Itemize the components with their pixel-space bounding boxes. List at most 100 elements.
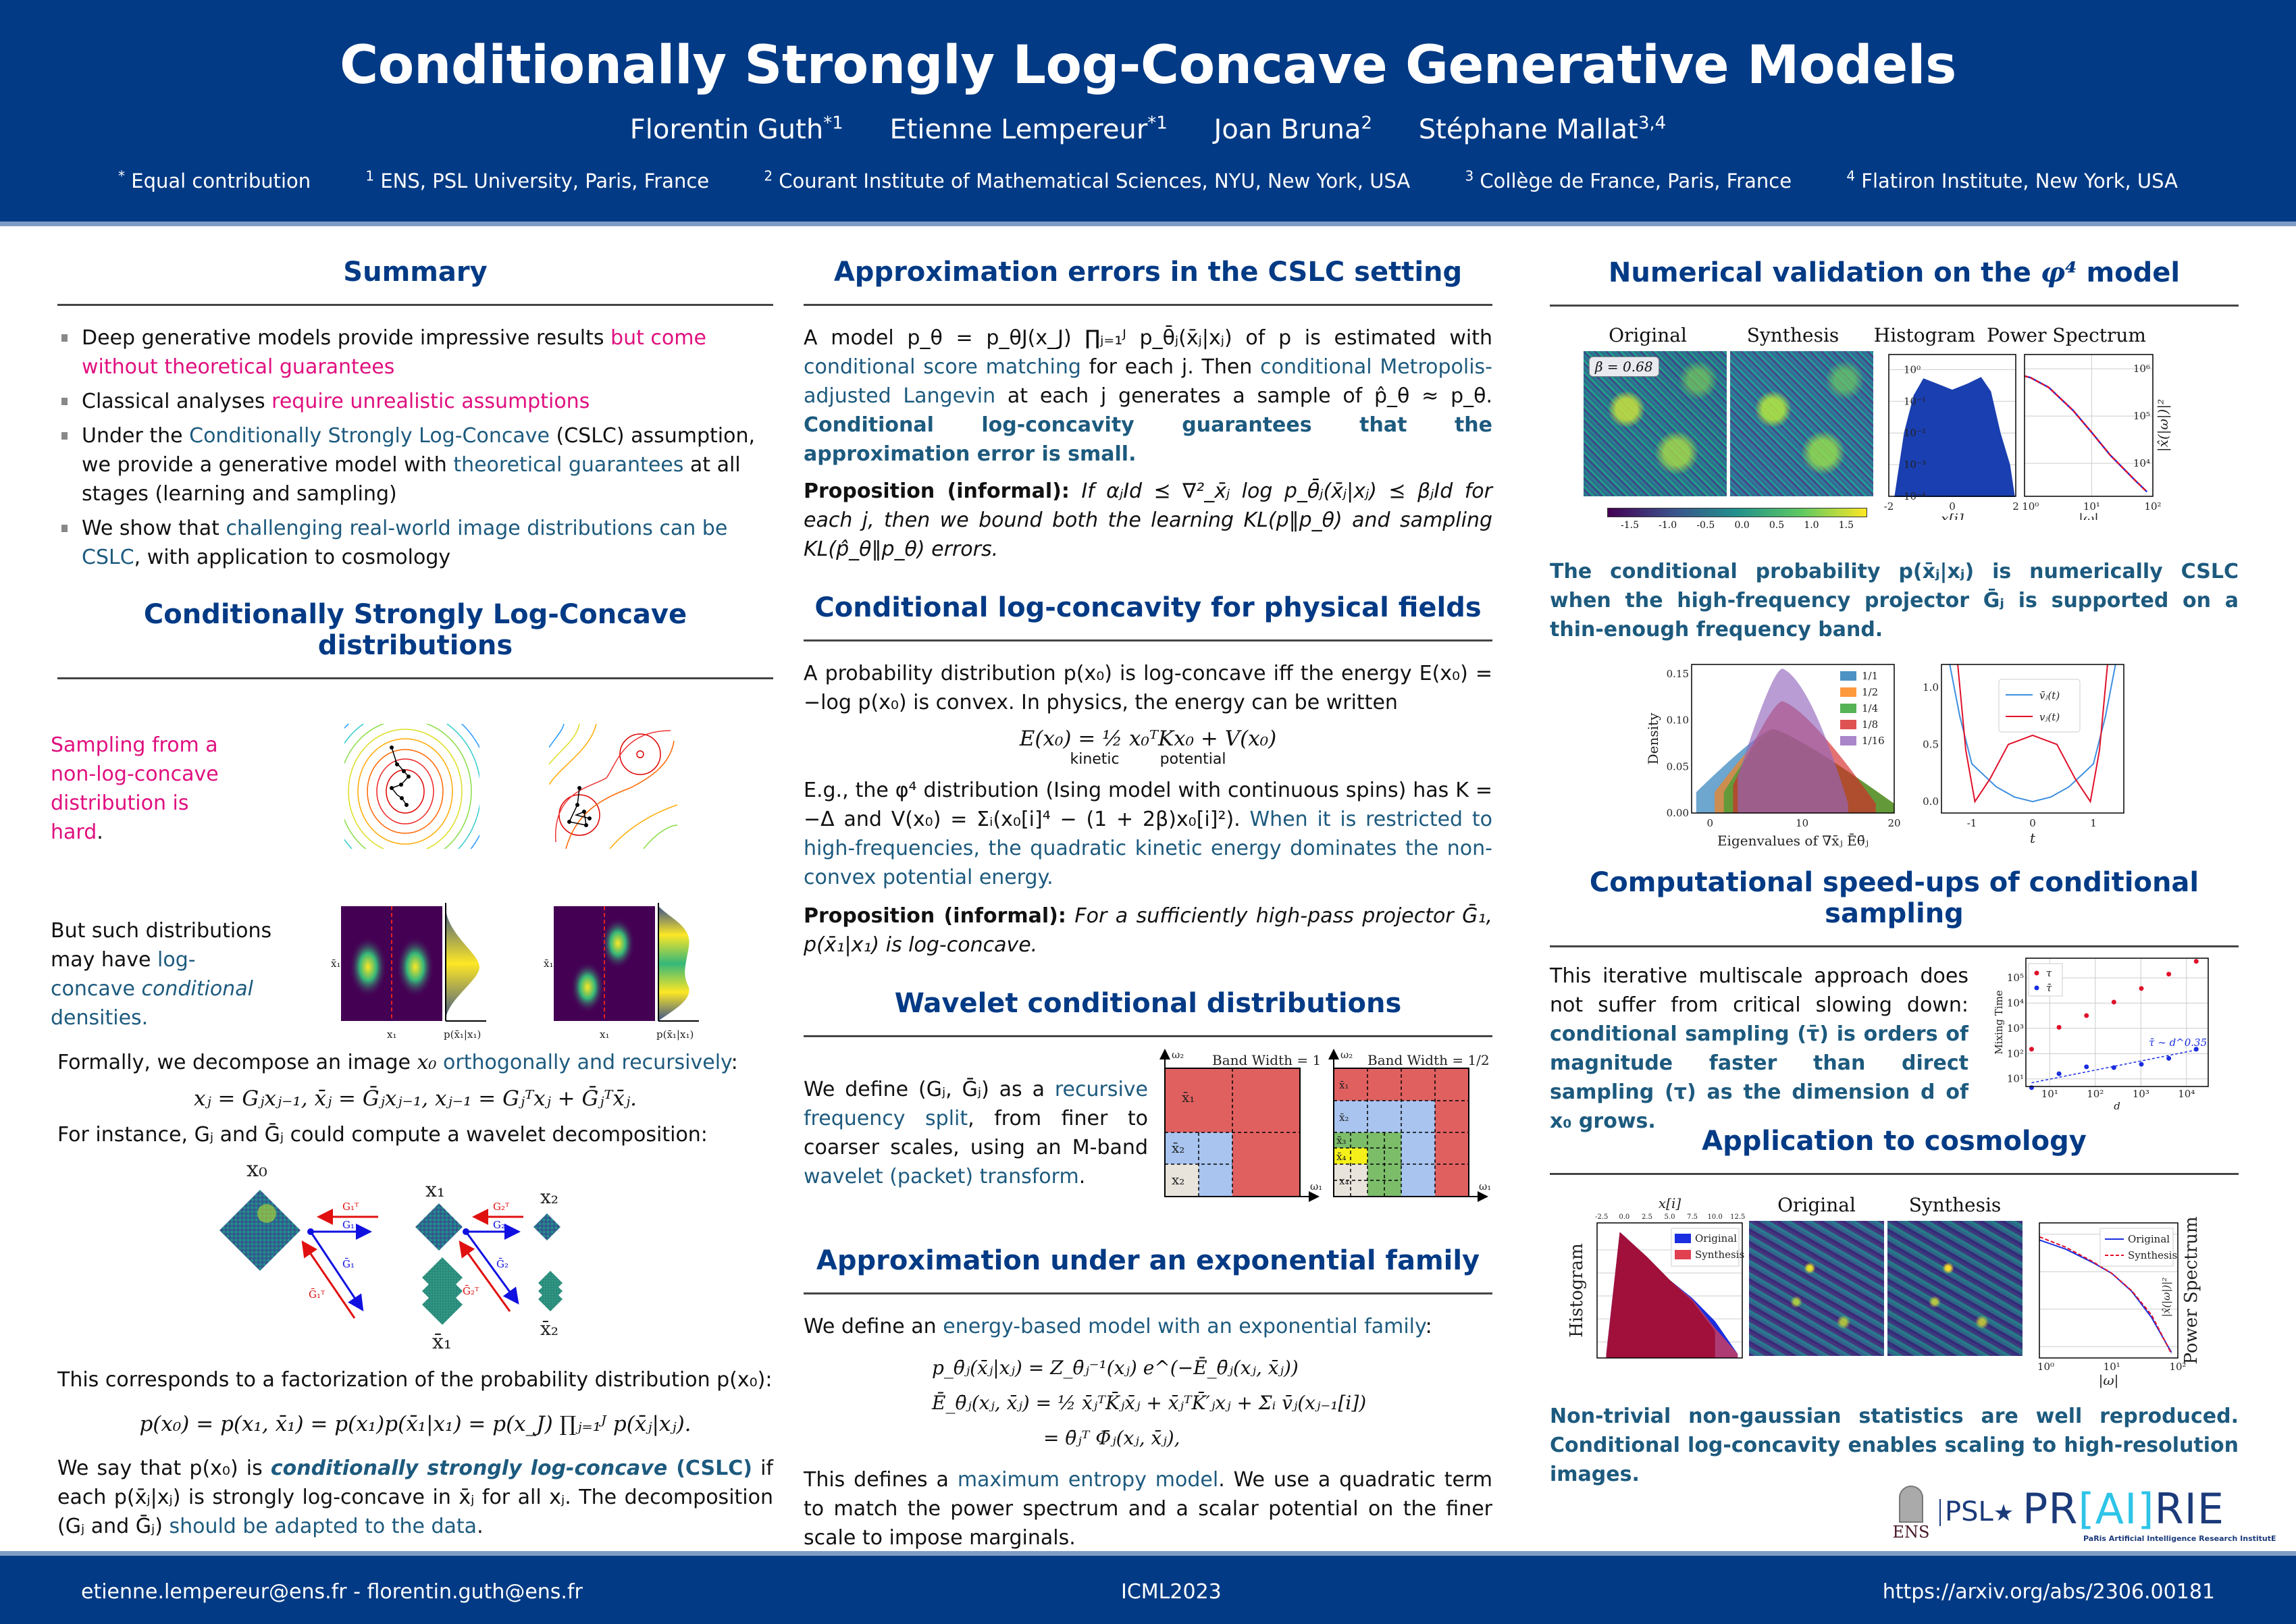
section-title-physical-fields: Conditional log-concavity for physical f… <box>814 592 1482 623</box>
contact-emails[interactable]: etienne.lempereur@ens.fr - florentin.gut… <box>81 1580 583 1604</box>
histogram-series-original <box>1894 377 2015 497</box>
label-G1: G₁ <box>342 1219 355 1231</box>
band-label: x̄₂ <box>1339 1111 1349 1124</box>
numerical-conclusion: The conditional probability p(x̄ⱼ|xⱼ) is… <box>1550 560 2239 641</box>
legend-label: Synthesis <box>1695 1249 1744 1261</box>
panel-title: Original <box>1609 324 1687 346</box>
axis-label-x: x₁ <box>600 1028 609 1041</box>
highlight-blue: recursive frequency split <box>804 1078 1148 1130</box>
legend-swatch <box>1840 687 1856 697</box>
fit-annotation: τ̄ ∼ d^0.35 <box>2149 1037 2207 1049</box>
arxiv-link[interactable]: https://arxiv.org/abs/2306.00181 <box>1882 1580 2215 1604</box>
proposition-text: If αⱼId ⪯ ∇²_x̄ⱼ log p_θ̄ⱼ(x̄ⱼ|xⱼ) ⪯ βⱼI… <box>804 479 1492 561</box>
legend-label: vⱼ(t) <box>2039 711 2060 723</box>
approx-proposition: Proposition (informal): If αⱼId ⪯ ∇²_x̄ⱼ… <box>804 477 1492 564</box>
density-series-1-16 <box>1738 669 1848 813</box>
wavelet-paragraph: We define (Gⱼ, Ḡⱼ) as a recursive freque… <box>804 1075 1148 1191</box>
legend-label: v̄ⱼ(t) <box>2039 689 2060 702</box>
label-Gbar1T: Ḡ₁ᵀ <box>309 1288 325 1301</box>
y-tick-label: 10⁰ <box>1904 363 1921 375</box>
section-title-wavelet: Wavelet conditional distributions <box>894 988 1402 1019</box>
y-tick-label: 1.0 <box>1923 681 1939 693</box>
legend-swatch <box>1840 736 1856 745</box>
text: . <box>97 820 103 844</box>
author: Etienne Lempereur*1 <box>889 113 1167 146</box>
proposition-label: Proposition (informal): <box>804 479 1070 503</box>
affiliation-text: Equal contribution <box>131 169 311 192</box>
y-tick-label: 0.10 <box>1667 714 1689 727</box>
cosmology-conclusion: Non-trivial non-gaussian statistics are … <box>1550 1405 2239 1486</box>
prairie-logo: PR[AI]RIE <box>2023 1484 2224 1534</box>
section-title-speedups: Computational speed-ups of conditional s… <box>1589 867 2199 929</box>
text: for each j. Then <box>1080 355 1261 379</box>
data-point-tau-bar <box>2166 1055 2172 1061</box>
x-tick-label: 10² <box>2169 1361 2186 1373</box>
x-tick-label: 0 <box>1706 817 1713 829</box>
speedup-area: This iterative multiscale approach does … <box>1550 958 2239 1133</box>
equation-decomposition: xⱼ = Gⱼxⱼ₋₁, x̄ⱼ = Ḡⱼxⱼ₋₁, xⱼ₋₁ = Gⱼᵀxⱼ … <box>194 1086 637 1111</box>
data-point-tau <box>2166 972 2172 977</box>
axis-label-y: x̄₁ <box>544 958 553 970</box>
text: [AI] <box>2078 1484 2155 1534</box>
text: We define (Gⱼ, Ḡⱼ) as a <box>804 1078 1055 1101</box>
data-point-tau-bar <box>2139 1062 2144 1067</box>
legend-swatch <box>1840 704 1856 713</box>
panel-title: Histogram <box>1873 324 1976 346</box>
plot-frame <box>2025 958 2209 1087</box>
highlight-blue: maximum entropy model <box>957 1468 1219 1492</box>
label-x1: x₁ <box>425 1178 445 1202</box>
text: Classical analyses <box>82 390 272 413</box>
image-xbar1 <box>422 1284 463 1325</box>
diagram-title: Band Width = 1 <box>1212 1052 1321 1068</box>
band-label: x̄₄ <box>1336 1151 1346 1163</box>
highlight-blue: log-concave <box>51 948 196 1001</box>
cslc-figure-area: Sampling from a non-log-concave distribu… <box>51 697 773 1048</box>
x-tick-label: 10² <box>2144 500 2161 513</box>
highlight-blue: energy-based model with an exponential f… <box>943 1315 1426 1338</box>
highlight-blue: challenging real-world image distributio… <box>82 517 728 569</box>
x-axis-label: t <box>2030 830 2036 846</box>
contour-plot-bimodal <box>549 724 677 849</box>
physical-paragraph-2: E.g., the φ⁴ distribution (Ising model w… <box>804 776 1492 892</box>
text: . <box>1078 1165 1086 1188</box>
x-tick-label: 1 <box>2090 817 2097 829</box>
physical-proposition: Proposition (informal): For a sufficient… <box>804 901 1492 960</box>
y-tick-label: 0.05 <box>1667 760 1689 772</box>
x-tick-label: 10.0 <box>1708 1213 1723 1221</box>
mixing-time-chart: τ̄ ∼ d^0.35 10¹ 10² 10³ 10⁴ 10⁵ 10¹ 10² 10³ 10⁴ d M… <box>1993 958 2209 1112</box>
colorbar <box>1607 508 1867 517</box>
text: : <box>731 1051 738 1074</box>
author-sup: 2 <box>1361 113 1373 134</box>
potential-series <box>1949 664 2116 803</box>
y-axis-label: |x̂(|ω|)|² <box>2155 399 2172 452</box>
cslc-definition-text: We say that p(x₀) is conditionally stron… <box>57 1454 773 1541</box>
label-x0: x₀ <box>246 1156 267 1182</box>
x-tick-label: 0 <box>2029 817 2036 829</box>
legend-box <box>2028 963 2063 997</box>
legend-label: 1/4 <box>1862 702 1878 714</box>
equation: E(x₀) = ½ x₀ᵀKx₀ + V(x₀) <box>1019 727 1277 751</box>
band-label: x̄₃ <box>1336 1134 1346 1147</box>
text: at each j generates a sample of p̂_θ ≈ p… <box>995 384 1492 408</box>
column-right: Numerical validation on the φ⁴ model Ori… <box>1550 257 2239 1489</box>
author-name: Etienne Lempereur <box>889 114 1148 146</box>
legend-label: τ <box>2046 967 2052 979</box>
colorbar-ticks: -1.5 -1.0 -0.5 0.0 0.5 1.0 1.5 <box>1607 520 1867 531</box>
y-tick-label: 10⁵ <box>2133 410 2150 422</box>
equation-energy: E(x₀) = ½ x₀ᵀKx₀ + V(x₀) kinetic potenti… <box>804 727 1492 768</box>
plot-frame <box>1888 354 2016 497</box>
eigen-potential-figure: 0.00 0.05 0.10 0.15 0 10 20 Eigenvalues of ∇x̄ⱼ… <box>1550 658 2239 854</box>
prairie-subtitle: PaRis Artificial Intelligence Research I… <box>2083 1534 2276 1543</box>
ens-logo: ENS <box>1891 1486 1931 1546</box>
tick: -1.5 <box>1621 520 1639 531</box>
affiliation-text: ENS, PSL University, Paris, France <box>380 169 710 192</box>
author-name: Florentin Guth <box>629 114 824 146</box>
affiliation-sup: 1 <box>365 167 375 184</box>
contour-plot-unimodal <box>344 724 479 849</box>
phi4-figure: Original Synthesis Histogram Power Spect… <box>1550 324 2239 544</box>
x-axis-label: x[i] <box>1941 510 1963 520</box>
summary-item: Classical analyses require unrealistic a… <box>57 387 773 416</box>
band-width-1-diagram: Band Width = 1 ω₂ ω₁ x̄₁ x̄₂ x₂ <box>1159 1049 1322 1202</box>
highlight-blue: Conditionally Strongly Log-Concave <box>189 424 550 448</box>
eigenvalue-density-chart: 0.00 0.05 0.10 0.15 0 10 20 Eigenvalues of ∇x̄ⱼ… <box>1645 664 1901 849</box>
